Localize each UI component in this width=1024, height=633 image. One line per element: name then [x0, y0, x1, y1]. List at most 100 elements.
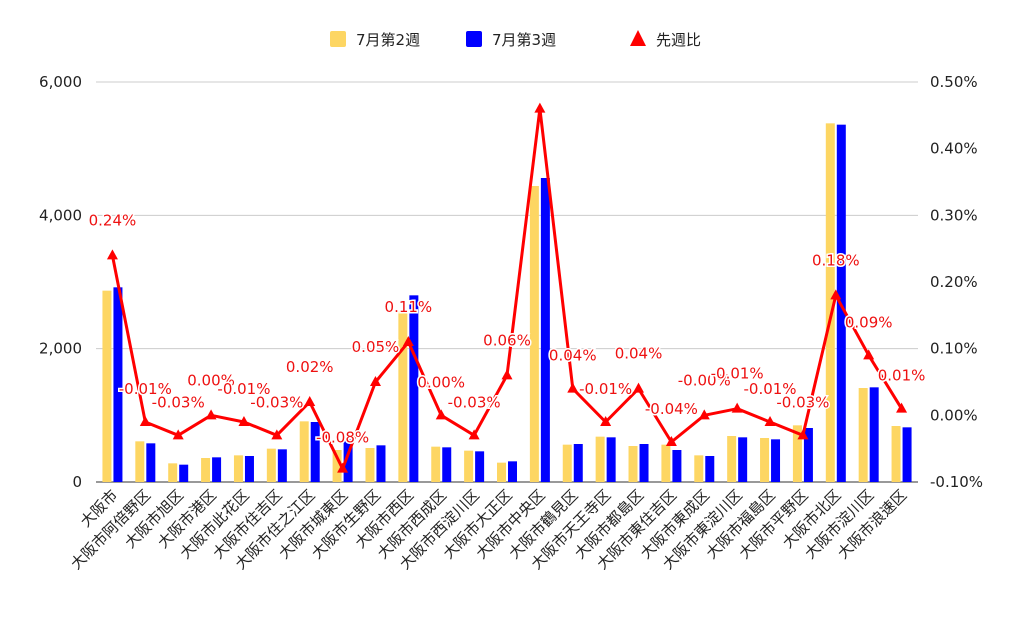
ratio-marker: [172, 429, 184, 440]
ratio-polyline: [110, 107, 903, 471]
bar-week3: [376, 445, 386, 482]
ratio-data-label: -0.04%: [645, 400, 698, 418]
bar-week2: [727, 436, 737, 482]
y-axis-tick-label: 2,000: [39, 340, 82, 358]
legend-label: 7月第3週: [492, 31, 556, 49]
ratio-data-label: 0.09%: [845, 313, 893, 331]
ratio-marker: [633, 382, 645, 393]
legend-label: 先週比: [656, 31, 701, 49]
legend-label: 7月第2週: [356, 31, 420, 49]
ratio-marker: [863, 349, 875, 360]
ratio-marker: [600, 416, 612, 426]
bars: [102, 123, 912, 483]
bar-week2: [332, 450, 342, 482]
bar-week2: [168, 463, 178, 482]
ratio-marker: [304, 396, 316, 406]
ratio-data-label: 0.04%: [549, 347, 597, 365]
ratio-data-label: -0.03%: [776, 393, 829, 411]
ratio-data-label: -0.00%: [678, 371, 731, 389]
gridlines: [96, 81, 918, 483]
ratio-marker: [468, 429, 480, 440]
ratio-data-label: 0.00%: [417, 373, 465, 391]
bar-week3: [146, 443, 156, 482]
ratio-data-label: -0.01%: [217, 380, 270, 398]
ratio-marker: [139, 416, 151, 426]
ratio-marker: [106, 249, 118, 260]
bar-week3: [409, 295, 419, 482]
ratio-data-label: 0.06%: [483, 331, 531, 349]
y2-axis-tick-label: 0.20%: [930, 273, 978, 291]
bar-week2: [398, 311, 408, 482]
ratio-data-label: -0.08%: [316, 429, 369, 447]
bar-week2: [529, 186, 539, 482]
data-labels: 0.24%-0.01%-0.03%0.00%-0.01%-0.03%0.02%-…: [87, 210, 927, 448]
bar-week2: [661, 444, 671, 482]
ratio-marker: [435, 409, 447, 420]
bar-week2: [102, 290, 112, 482]
bar-week3: [902, 427, 912, 482]
bar-week3: [508, 461, 517, 482]
ratio-data-label: 0.24%: [89, 211, 137, 229]
bar-week2: [299, 421, 309, 482]
ratio-marker: [501, 369, 513, 380]
bar-week3: [310, 422, 320, 482]
bar-week3: [442, 447, 452, 482]
bar-week3: [475, 451, 485, 482]
bar-week2: [431, 446, 441, 482]
bar-week2: [135, 441, 145, 482]
legend-item: 先週比: [630, 30, 701, 49]
bar-week2: [464, 450, 474, 482]
bar-week3: [705, 456, 715, 482]
ratio-data-label: 0.18%: [812, 251, 860, 269]
y-axis-tick-label: 4,000: [39, 206, 82, 224]
ratio-marker: [369, 376, 381, 386]
bar-week2: [694, 455, 704, 482]
bar-week3: [113, 287, 123, 482]
ratio-data-label: 0.02%: [286, 358, 334, 376]
bar-week3: [244, 456, 254, 482]
ratio-data-label: -0.03%: [250, 393, 303, 411]
ratio-data-label: -0.01%: [744, 380, 797, 398]
y2-axis-tick-label: 0.40%: [930, 140, 978, 158]
ratio-marker: [337, 462, 349, 473]
ratio-data-label: -0.01%: [711, 365, 764, 383]
ratio-marker: [896, 402, 908, 413]
ratio-marker: [205, 409, 217, 420]
bar-week3: [803, 428, 813, 482]
ratio-data-label: -0.01%: [119, 380, 172, 398]
bar-week3: [573, 444, 583, 482]
bar-week3: [212, 457, 222, 482]
ratio-marker: [534, 102, 546, 113]
bar-week3: [343, 439, 353, 482]
bar-week2: [233, 455, 243, 482]
bar-week2: [497, 462, 506, 482]
bar-week2: [891, 426, 901, 482]
legend-swatch: [466, 31, 482, 47]
ratio-data-label: 0.05%: [352, 338, 400, 356]
bar-week2: [201, 458, 211, 482]
y-axis-tick-label: 6,000: [39, 73, 82, 91]
legend-swatch-triangle-icon: [630, 30, 646, 46]
bar-week2: [562, 444, 572, 482]
bar-week2: [858, 388, 868, 482]
bar-week3: [277, 449, 287, 482]
bar-week2: [365, 448, 375, 482]
ratio-data-label: 0.00%: [187, 371, 235, 389]
bar-week2: [266, 448, 276, 482]
ratio-marker: [665, 436, 677, 446]
legend-item: 7月第2週: [330, 31, 420, 49]
bar-week2: [792, 425, 802, 482]
bar-week3: [771, 439, 781, 482]
bar-week2: [595, 436, 605, 482]
y2-axis-tick-label: 0.10%: [930, 340, 978, 358]
ratio-marker: [731, 402, 743, 413]
bar-week3: [738, 437, 748, 482]
ratio-marker: [764, 416, 776, 426]
y2-axis-tick-label: 0.50%: [930, 73, 978, 91]
ratio-data-label: -0.01%: [579, 380, 632, 398]
bar-week3: [672, 450, 682, 482]
legend-item: 7月第3週: [466, 31, 556, 49]
y-axis-tick-label: 0: [72, 473, 82, 491]
ratio-marker: [238, 416, 250, 426]
